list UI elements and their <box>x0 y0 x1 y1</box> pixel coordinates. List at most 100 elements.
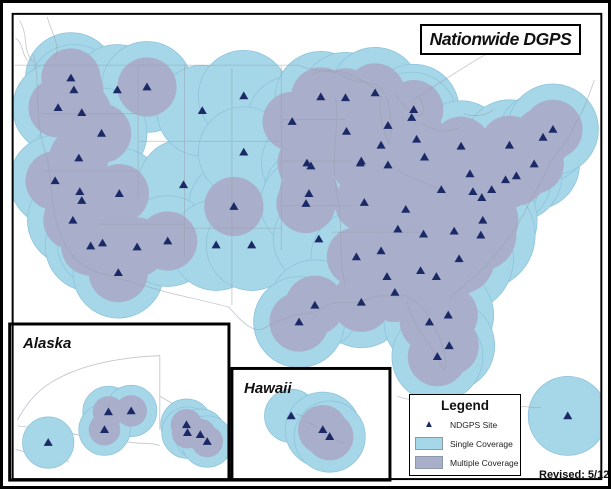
ndgps-site-icon <box>477 193 487 201</box>
legend-item-label: NDGPS Site <box>450 419 498 430</box>
ndgps-site-icon <box>383 160 393 169</box>
ndgps-site-icon <box>468 187 478 196</box>
ndgps-site-icon <box>103 407 113 416</box>
map-frame <box>11 12 603 481</box>
ndgps-site-icon <box>301 199 311 207</box>
ndgps-site-icon <box>454 254 464 263</box>
ndgps-site-icon <box>382 272 392 280</box>
ndgps-site-icon <box>114 189 124 197</box>
ndgps-site-icon <box>239 91 249 100</box>
legend-item-multiple-coverage: Multiple Coverage <box>410 453 520 472</box>
single-coverage-swatch <box>414 437 444 450</box>
ndgps-site-icon <box>178 180 189 189</box>
ndgps-site-icon <box>302 158 312 167</box>
ndgps-site-icon <box>142 82 152 91</box>
ndgps-site-icon <box>163 236 173 245</box>
ndgps-site-icon <box>182 428 193 437</box>
ndgps-site-icon <box>247 240 257 249</box>
ndgps-site-icon <box>416 266 426 275</box>
ndgps-site-icon <box>310 300 320 309</box>
ndgps-site-icon <box>50 176 60 185</box>
ndgps-site-icon <box>419 152 430 161</box>
legend-item-label: Single Coverage <box>450 438 513 449</box>
ndgps-site-icon <box>86 241 96 250</box>
legend-item-single-coverage: Single Coverage <box>410 434 520 453</box>
main-site-markers <box>50 73 573 420</box>
ndgps-site-icon <box>529 159 539 168</box>
ndgps-site-icon <box>112 85 122 94</box>
alaska-site-markers <box>43 406 212 446</box>
ndgps-site-icon <box>97 238 108 247</box>
ndgps-site-icon <box>77 196 87 204</box>
ndgps-site-icon <box>436 185 446 194</box>
ndgps-site-icon <box>504 140 515 149</box>
ndgps-site-icon <box>53 103 63 112</box>
multiple-coverage-swatch <box>414 456 444 469</box>
ndgps-site-icon <box>314 234 324 243</box>
ndgps-site-icon <box>500 175 511 184</box>
ndgps-site-icon <box>443 310 453 319</box>
ndgps-site-icon <box>77 108 87 116</box>
ndgps-site-icon <box>113 268 123 277</box>
ndgps-site-icon <box>538 132 548 141</box>
ndgps-site-icon <box>211 240 221 249</box>
ndgps-site-icon <box>478 215 488 224</box>
ndgps-site-icon <box>99 425 110 434</box>
ndgps-site-icon <box>195 430 205 438</box>
ndgps-site-icon <box>444 341 454 350</box>
ndgps-site-icon <box>229 202 239 210</box>
hawaii-coverage-layer <box>264 388 366 473</box>
ndgps-site-icon <box>68 215 78 224</box>
site-triangle-icon: ▲ <box>424 418 434 430</box>
ndgps-site-icon <box>401 204 411 213</box>
ndgps-site-icon <box>476 230 486 239</box>
ndgps-site-icon <box>356 297 366 306</box>
ndgps-site-icon <box>69 85 79 94</box>
hawaii-inset-label: Hawaii <box>244 380 292 397</box>
ndgps-site-icon <box>383 121 393 129</box>
ndgps-site-icon <box>424 317 435 326</box>
ndgps-site-icon <box>341 126 352 135</box>
ndgps-site-icon <box>239 147 249 156</box>
ndgps-site-icon <box>132 242 142 251</box>
coverage-map-canvas <box>8 12 603 482</box>
ndgps-site-icon <box>126 406 136 415</box>
ndgps-site-icon <box>465 169 475 178</box>
ndgps-site-icon <box>96 128 107 137</box>
ndgps-site-icon <box>304 189 314 197</box>
hawaii-islands-outline <box>295 413 344 444</box>
map-title: Nationwide DGPS <box>429 29 572 49</box>
ndgps-site-icon <box>318 425 328 434</box>
ndgps-site-icon <box>431 272 441 280</box>
ndgps-site-icon <box>412 134 422 143</box>
ndgps-site-icon <box>43 438 53 446</box>
map-title-box: Nationwide DGPS <box>420 24 581 55</box>
legend-item-ndgps-site: ▲ NDGPS Site <box>410 415 520 434</box>
ndgps-site-icon <box>75 187 85 196</box>
alaska-inset-label: Alaska <box>23 335 72 352</box>
legend-item-label: Multiple Coverage <box>450 457 519 468</box>
ndgps-site-icon <box>294 317 304 326</box>
ndgps-site-icon <box>376 246 386 255</box>
ndgps-site-icon <box>355 158 365 167</box>
ndgps-site-icon <box>407 113 417 121</box>
ndgps-site-icon <box>74 153 84 162</box>
ndgps-site-icon <box>286 411 296 420</box>
ndgps-site-icon <box>432 352 442 360</box>
ndgps-site-icon <box>181 420 192 429</box>
state-boundary-lines <box>14 16 595 423</box>
ndgps-site-icon <box>325 432 335 440</box>
ndgps-site-icon <box>66 73 76 82</box>
legend-heading: Legend <box>440 398 489 413</box>
ndgps-site-icon <box>370 88 380 97</box>
ndgps-site-icon <box>340 93 351 102</box>
hawaii-site-markers <box>286 411 335 440</box>
ndgps-site-icon <box>511 171 521 180</box>
ndgps-site-icon <box>418 229 429 238</box>
revised-date: Revised: 5/12 <box>539 469 610 481</box>
ndgps-site-icon <box>390 287 400 296</box>
ndgps-site-icon <box>197 106 207 115</box>
ndgps-site-icon <box>287 117 297 125</box>
ndgps-site-icon <box>316 92 326 101</box>
